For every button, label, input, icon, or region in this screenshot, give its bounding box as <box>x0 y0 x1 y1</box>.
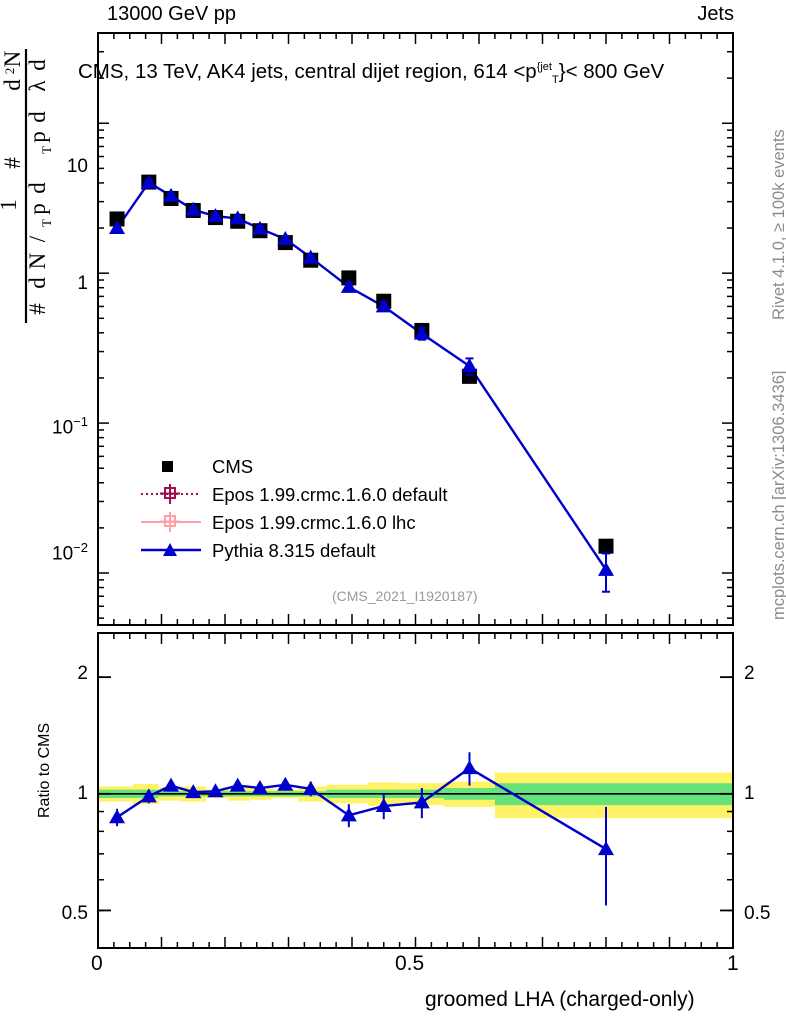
legend-label: Epos 1.99.crmc.1.6.0 lhc <box>212 512 416 533</box>
y-tick-label: 10 <box>66 156 88 177</box>
svg-text:d: d <box>25 59 50 71</box>
pythia-ratio-marker[interactable] <box>302 780 319 795</box>
svg-text:d: d <box>0 79 25 91</box>
pythia-ratio-marker[interactable] <box>163 777 180 792</box>
pythia-data-marker[interactable] <box>302 249 319 264</box>
svg-text:1: 1 <box>0 199 21 211</box>
ratio-y-tick-label-right: 1 <box>744 783 755 804</box>
ratio-y-tick-label: 1 <box>77 783 88 804</box>
ratio-y-tick-label-right: 0.5 <box>744 903 771 924</box>
x-tick-label: 0.5 <box>395 952 425 975</box>
pythia-ratio-marker[interactable] <box>598 841 614 856</box>
pythia-ratio-marker[interactable] <box>375 798 392 813</box>
legend-marker-triangle <box>141 543 201 556</box>
cms-data-marker[interactable] <box>109 211 125 227</box>
legend-label: CMS <box>212 456 254 477</box>
svg-text:d: d <box>25 277 50 289</box>
pythia-data-marker[interactable] <box>598 561 614 576</box>
pythia-ratio-marker[interactable] <box>185 784 202 799</box>
pythia-data-marker[interactable] <box>163 187 180 202</box>
pythia-ratio-marker[interactable] <box>277 776 294 791</box>
pythia-ratio-marker[interactable] <box>340 807 357 822</box>
analysis-id-watermark: (CMS_2021_I1920187) <box>332 588 478 604</box>
pythia-data-marker[interactable] <box>461 358 478 373</box>
pythia-data-marker[interactable] <box>277 231 294 246</box>
title-pre: CMS, 13 TeV, AK4 jets, central dijet reg… <box>78 60 537 83</box>
pythia-data-marker[interactable] <box>413 325 430 340</box>
y-axis-label-svg: d 2 N d λ d p T # 1 d p T / N d # <box>0 49 52 323</box>
y-tick-label: 10−1 <box>52 414 88 439</box>
svg-text:d: d <box>25 182 50 194</box>
pythia-data-marker[interactable] <box>109 220 126 235</box>
pythia-data-marker[interactable] <box>251 220 268 235</box>
svg-text:2: 2 <box>2 68 17 75</box>
pythia-data-marker[interactable] <box>229 210 246 225</box>
pythia-ratio-marker[interactable] <box>229 777 246 792</box>
cms-data-marker[interactable] <box>598 538 614 554</box>
pythia-ratio-marker[interactable] <box>251 780 268 795</box>
ratio-y-tick-label: 2 <box>77 663 88 684</box>
pythia-ratio-marker[interactable] <box>413 794 430 809</box>
title-superscript: {jet <box>536 61 552 74</box>
pythia-data-marker[interactable] <box>140 174 157 189</box>
legend-label: Epos 1.99.crmc.1.6.0 default <box>212 484 448 505</box>
x-tick-label: 1 <box>727 952 739 975</box>
legend-marker-square <box>162 461 173 472</box>
legend-marker-cross-square-solid <box>141 512 201 532</box>
pythia-data-marker[interactable] <box>185 201 202 216</box>
y-axis-label: d 2 N d λ d p T # 1 d p T / N d # <box>0 33 52 333</box>
pythia-data-marker[interactable] <box>207 208 224 223</box>
cms-data-marker[interactable] <box>341 270 357 286</box>
pythia-data-marker[interactable] <box>375 298 392 313</box>
y-tick-label: 1 <box>77 273 88 294</box>
svg-text:T: T <box>39 146 52 154</box>
title-subscript: T <box>551 74 559 87</box>
pythia-main-line <box>116 180 607 571</box>
header-category-label: Jets <box>697 3 734 25</box>
svg-text:N: N <box>0 50 25 67</box>
cms-data-marker[interactable] <box>461 368 477 384</box>
svg-text:#: # <box>0 157 25 169</box>
svg-text:N: N <box>25 252 50 269</box>
page-title: CMS, 13 TeV, AK4 jets, central dijet reg… <box>78 60 664 86</box>
pythia-data-marker[interactable] <box>340 278 357 293</box>
legend-marker-cross-square-dotted <box>141 484 201 504</box>
svg-text:p: p <box>25 131 50 143</box>
x-tick-label: 0 <box>91 952 103 975</box>
svg-text:p: p <box>25 203 50 215</box>
svg-text:T: T <box>39 219 52 227</box>
ratio-y-tick-label: 0.5 <box>61 903 88 924</box>
ratio-y-tick-label-right: 2 <box>744 663 755 684</box>
pythia-ratio-marker[interactable] <box>109 809 126 824</box>
title-post: }< 800 GeV <box>558 60 665 83</box>
legend-label: Pythia 8.315 default <box>212 540 376 561</box>
pythia-ratio-marker[interactable] <box>207 783 224 798</box>
y-tick-label: 10−2 <box>52 540 88 565</box>
svg-text:λ: λ <box>25 80 50 92</box>
svg-text:d: d <box>25 111 50 123</box>
pythia-ratio-marker[interactable] <box>461 760 478 775</box>
svg-text:#: # <box>25 303 50 315</box>
header-beam-label: 13000 GeV pp <box>107 3 236 25</box>
svg-text:/: / <box>25 235 50 242</box>
pythia-ratio-marker[interactable] <box>140 788 157 803</box>
x-axis-label: groomed LHA (charged-only) <box>425 988 695 1011</box>
